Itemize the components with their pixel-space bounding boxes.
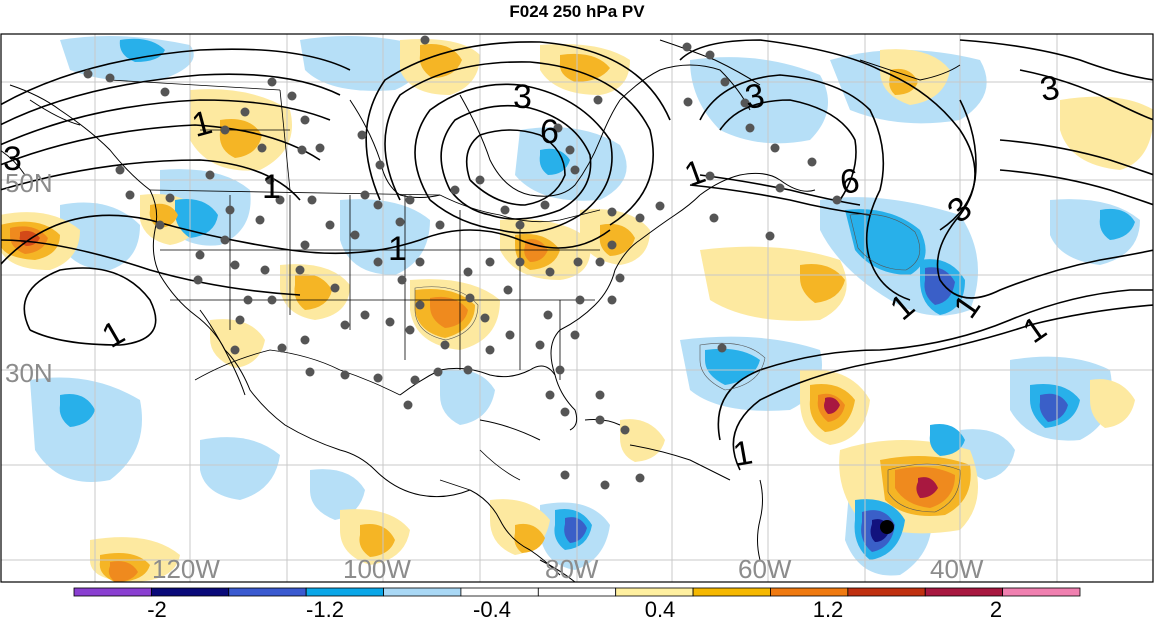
anomaly-contours <box>414 213 961 513</box>
lon-label-120w: 120W <box>152 554 220 584</box>
contour-label: 3 <box>3 140 22 178</box>
contour-label: 3 <box>513 78 532 116</box>
map-title: F024 250 hPa PV <box>509 2 645 21</box>
lon-label-80w: 80W <box>545 554 599 584</box>
station-markers <box>83 35 842 490</box>
lon-label-100w: 100W <box>343 554 411 584</box>
map-frame <box>0 33 1154 583</box>
pv-contours <box>1 39 1153 471</box>
pv-anomaly-shading <box>1 36 1153 582</box>
lat-lon-grid <box>1 34 1153 582</box>
lat-label-30n: 30N <box>5 358 53 388</box>
lon-label-60w: 60W <box>738 554 792 584</box>
lon-label-40w: 40W <box>930 554 984 584</box>
lat-label-50n: 50N <box>5 168 53 198</box>
station-marker-highlight <box>880 520 894 534</box>
contour-label: 1 <box>262 168 281 206</box>
contour-label: 1 <box>388 230 407 268</box>
contour-label: 6 <box>540 113 559 151</box>
